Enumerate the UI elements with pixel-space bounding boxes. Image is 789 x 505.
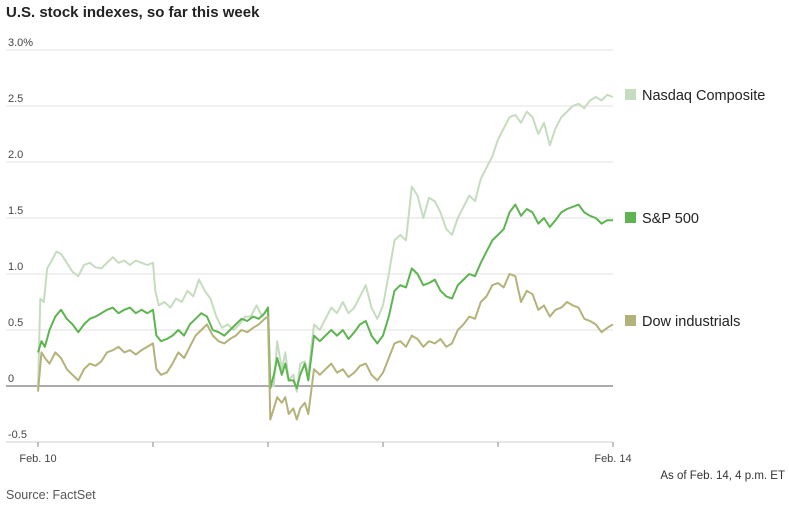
series-lines [37,93,614,421]
y-tick-label: 0.5 [8,317,23,329]
y-tick-label: 2.0 [8,149,23,161]
y-axis-ticks: 3.0% 2.5 2.0 1.5 1.0 0.5 0 -0.5 [8,37,33,441]
y-tick-label: 2.5 [8,93,23,105]
y-tick-label: 1.5 [8,205,23,217]
x-axis-ticks: Feb. 10 Feb. 14 [6,441,632,465]
x-tick-label: Feb. 14 [594,453,631,465]
series-line-dow-industrials [37,273,614,421]
series-line-nasdaq-composite [37,93,614,393]
legend-label: Dow industrials [642,314,740,330]
legend-swatch [625,212,636,223]
legend-swatch [625,315,636,326]
legend-swatch [625,89,636,100]
grid-lines [6,49,613,387]
y-tick-label: -0.5 [8,429,27,441]
series-line-s-p-500 [37,203,613,390]
legend-label: S&P 500 [642,211,699,227]
as-of-note: As of Feb. 14, 4 p.m. ET [660,470,785,482]
legend-label: Nasdaq Composite [642,88,765,104]
source-note: Source: FactSet [6,488,96,502]
y-tick-label: 1.0 [8,261,23,273]
chart-title: U.S. stock indexes, so far this week [6,4,260,21]
x-tick-label: Feb. 10 [19,453,56,465]
y-tick-label: 0 [8,373,14,385]
legend: Nasdaq Composite S&P 500 Dow industrials [625,88,765,330]
y-tick-label: 3.0% [8,37,33,49]
